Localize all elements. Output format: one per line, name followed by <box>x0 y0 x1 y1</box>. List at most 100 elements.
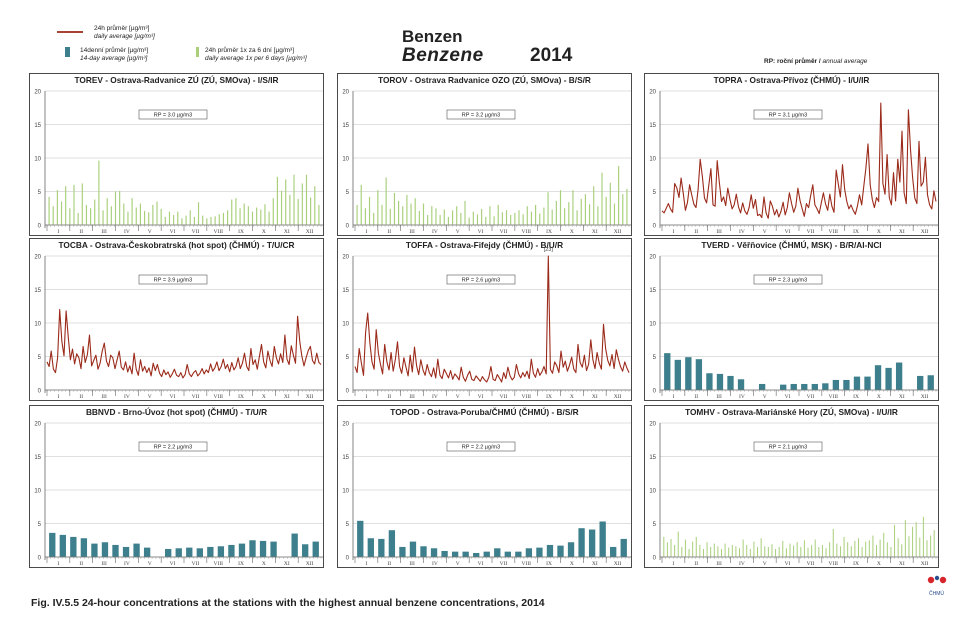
bar <box>547 192 549 225</box>
bar <box>601 172 603 225</box>
bar <box>584 194 586 225</box>
bar <box>933 530 935 557</box>
bar <box>706 542 708 557</box>
bar <box>196 548 203 557</box>
bar <box>576 210 578 225</box>
month-label: II <box>79 394 83 400</box>
bar <box>231 199 233 225</box>
month-label: IV <box>739 394 745 400</box>
page-title-cz: Benzen <box>402 27 463 46</box>
month-label: V <box>763 229 767 235</box>
bar <box>90 208 92 225</box>
bar <box>559 190 562 225</box>
bar <box>409 541 417 557</box>
bar <box>297 198 299 225</box>
month-label: III <box>101 561 107 567</box>
series-line <box>661 102 937 219</box>
month-label: V <box>763 561 767 567</box>
bar <box>901 544 903 557</box>
bar <box>185 215 187 225</box>
bar <box>501 212 503 225</box>
bar <box>684 539 686 557</box>
rp-annotation: RP = 3.1 µg/m3 <box>769 113 807 119</box>
month-label: II <box>387 561 391 567</box>
bar <box>160 208 162 225</box>
bar <box>52 206 54 225</box>
y-tick-label: 10 <box>649 157 656 163</box>
y-tick-label: 20 <box>649 90 656 96</box>
bar <box>441 550 448 557</box>
bar <box>494 548 501 557</box>
month-label: VII <box>192 561 200 567</box>
chart-title: TVERD - Věřňovice (ČHMÚ, MSK) - B/R/AI-N… <box>701 240 882 250</box>
bar <box>551 209 553 225</box>
bar <box>782 540 784 557</box>
bar <box>572 190 574 225</box>
month-label: III <box>409 394 415 400</box>
month-label: I <box>365 394 367 400</box>
bar <box>626 188 628 225</box>
bar <box>677 531 679 557</box>
bar <box>610 546 617 557</box>
bar <box>175 548 182 557</box>
month-label: VIII <box>522 561 532 567</box>
y-tick-label: 0 <box>653 224 657 230</box>
y-tick-label: 20 <box>34 422 41 428</box>
month-label: VI <box>478 561 484 567</box>
bar <box>398 200 400 225</box>
month-label: II <box>694 561 698 567</box>
bar <box>451 551 459 557</box>
month-label: V <box>148 229 152 235</box>
bar <box>218 214 220 225</box>
month-label: II <box>79 561 83 567</box>
month-label: XII <box>306 229 314 235</box>
bar <box>731 544 733 557</box>
month-label: XII <box>921 229 929 235</box>
y-tick-label: 15 <box>342 123 349 129</box>
bar <box>94 199 96 225</box>
bar <box>377 190 379 225</box>
bar <box>443 209 445 225</box>
bar <box>811 383 818 390</box>
bar <box>164 216 166 225</box>
month-label: IX <box>546 394 552 400</box>
bar <box>139 203 141 225</box>
month-label: IV <box>124 229 130 235</box>
month-label: VII <box>500 394 508 400</box>
bar <box>785 548 787 557</box>
bar <box>133 543 140 557</box>
rp-box <box>753 109 823 120</box>
bar <box>771 544 773 557</box>
bar <box>367 538 374 557</box>
month-label: XII <box>306 561 314 567</box>
bar <box>73 184 75 225</box>
bar <box>727 375 734 390</box>
month-label: IV <box>124 394 130 400</box>
page-title-year: 2014 <box>530 45 573 66</box>
bar <box>735 546 737 557</box>
bar <box>843 536 845 557</box>
bar <box>173 214 175 225</box>
bar <box>580 198 582 225</box>
bar <box>728 547 730 557</box>
bar <box>291 533 298 557</box>
month-label: VIII <box>829 561 839 567</box>
bar <box>206 218 208 225</box>
y-tick-label: 5 <box>346 522 350 528</box>
bar <box>305 174 308 225</box>
month-label: XI <box>899 561 905 567</box>
bar <box>760 538 762 557</box>
y-tick-label: 0 <box>346 556 350 562</box>
month-label: III <box>409 561 415 567</box>
month-label: VII <box>807 394 815 400</box>
month-label: VIII <box>829 229 839 235</box>
rp-box <box>138 441 208 452</box>
bar <box>514 212 516 225</box>
bar <box>504 551 511 557</box>
y-tick-label: 10 <box>342 489 349 495</box>
